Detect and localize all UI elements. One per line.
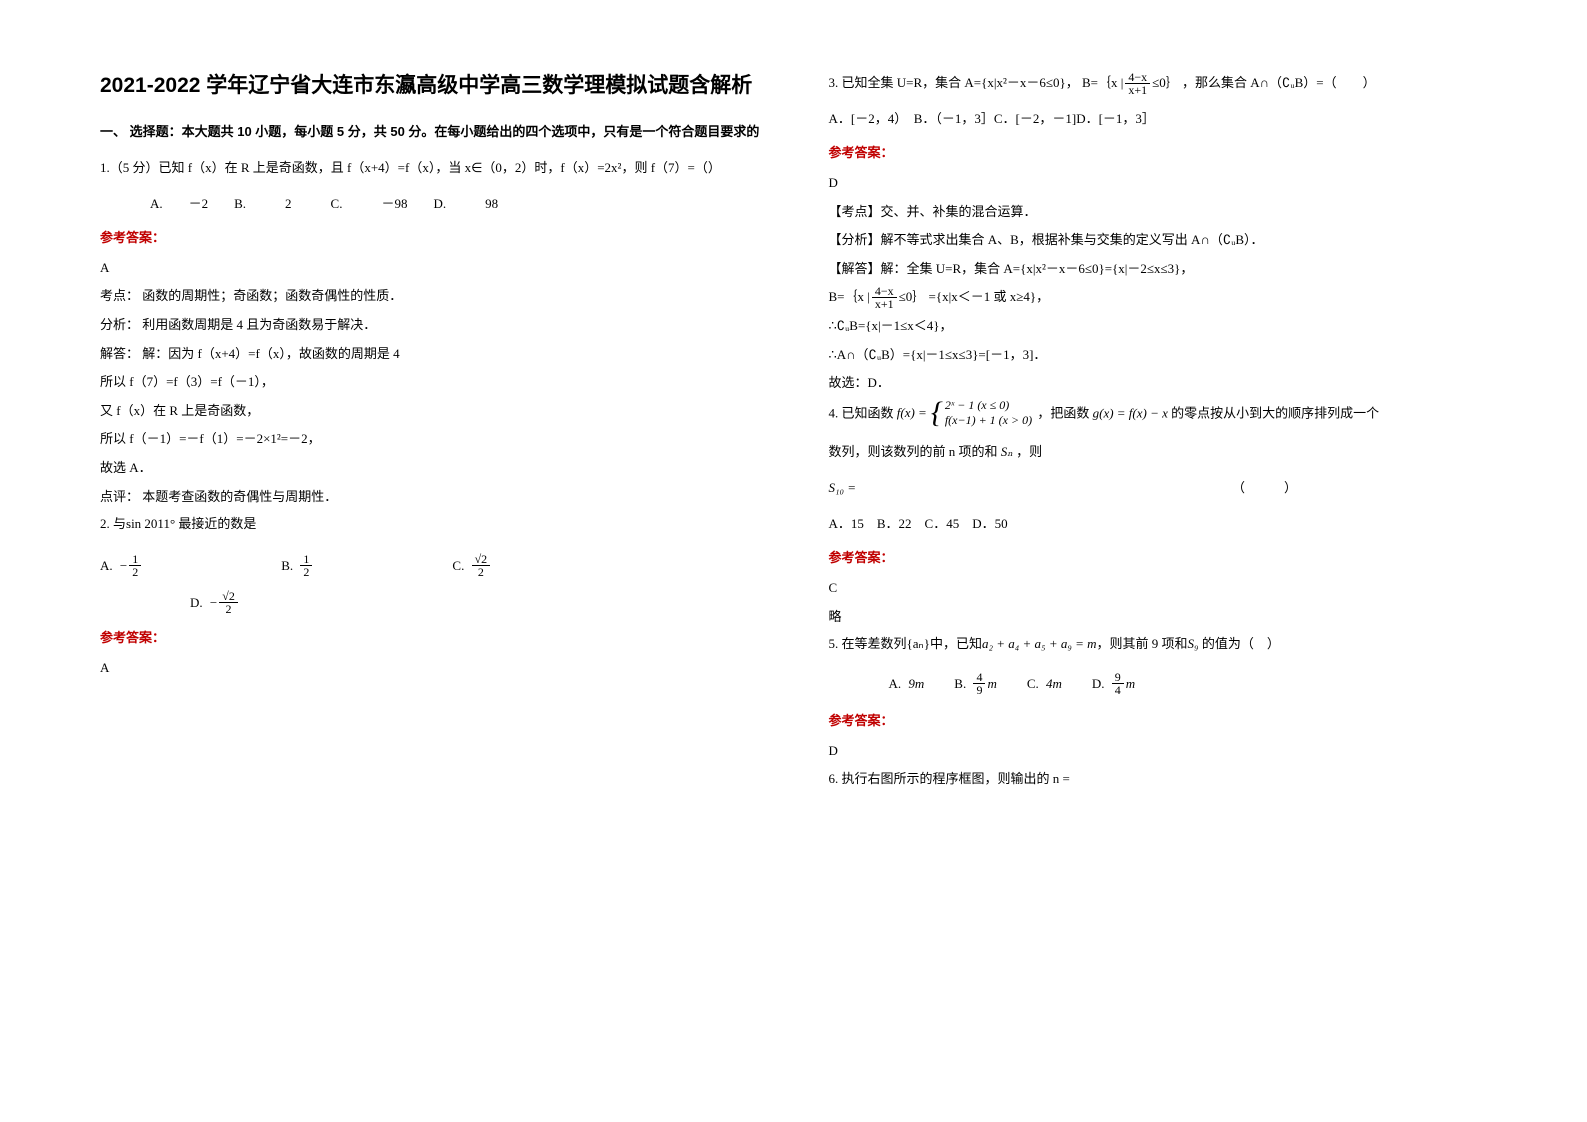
q5-opt-d: D. 94m: [1092, 671, 1135, 696]
q4-line2-a: 数列，则该数列的前 n 项的和: [829, 444, 998, 459]
q5-an: {aₙ}: [907, 636, 930, 651]
q2-options-row2: D. − √22: [100, 590, 769, 615]
q4-s10: S₁₀ =: [829, 475, 857, 501]
q2-d-frac: √22: [219, 590, 238, 615]
q5-s9: S₉: [1188, 636, 1199, 651]
q5-ans-label: 参考答案：: [829, 710, 1498, 729]
q1-ans: A: [100, 254, 769, 283]
q4-stem: 4. 已知函数 f(x) = { 2ˣ − 1 (x ≤ 0) f(x−1) +…: [829, 398, 1498, 429]
q5-opt-b: B. 49m: [954, 671, 997, 696]
q4-stem-b: ，把函数: [1037, 405, 1089, 420]
q5-opt-a: A. 9m: [889, 676, 925, 692]
q2-d-neg: −: [210, 595, 217, 611]
q3-sol-choose: 故选：D．: [829, 369, 1498, 398]
q3-ans-label: 参考答案：: [829, 142, 1498, 161]
q2-a-neg: −: [120, 558, 127, 574]
q2-opt-d: D. − √22: [190, 590, 238, 615]
q1-options: A. －2 B. 2 C. －98 D. 98: [100, 191, 769, 217]
q5-stem-b: 中，已知: [930, 636, 982, 651]
q5-stem: 5. 在等差数列{aₙ}中，已知a₂ + a₄ + a₅ + a₉ = m，则其…: [829, 631, 1498, 657]
q3-stem-b: ，那么集合 A∩（∁ᵤB）=（ ）: [1182, 75, 1376, 90]
q4-ans-label: 参考答案：: [829, 547, 1498, 566]
q2-c-frac: √22: [472, 553, 491, 578]
q5-stem-a: 5. 在等差数列: [829, 636, 907, 651]
q1-sol-2: 解答： 解：因为 f（x+4）=f（x），故函数的周期是 4: [100, 340, 769, 369]
q5-ans: D: [829, 737, 1498, 766]
q3-sol-inter: ∴A∩（∁ᵤB）={x|－1≤x≤3}=[－1，3]．: [829, 341, 1498, 370]
q1-sol-4: 又 f（x）在 R 上是奇函数，: [100, 397, 769, 426]
q2-stem: 2. 与sin 2011° 最接近的数是: [100, 511, 769, 537]
q4-case1: 2ˣ − 1 (x ≤ 0): [945, 398, 1032, 414]
q2-b-label: B.: [281, 558, 293, 574]
q3-B-pre: B=｛x |: [1082, 70, 1123, 96]
q5-options: A. 9m B. 49m C. 4m D. 94m: [829, 671, 1498, 696]
q2-stem-prefix: 2. 与: [100, 516, 126, 531]
q3-lineB-post: ≤0｝: [899, 283, 926, 312]
q2-ans-label: 参考答案：: [100, 627, 769, 646]
doc-title: 2021-2022 学年辽宁省大连市东瀛高级中学高三数学理模拟试题含解析: [100, 70, 769, 102]
q2-a-label: A.: [100, 558, 113, 574]
q2-options-row1: A. − 12 B. 12 C. √22: [100, 553, 769, 578]
q3-sol-2: 【解答】解：全集 U=R，集合 A={x|x²－x－6≤0}={x|－2≤x≤3…: [829, 255, 1498, 284]
q1-sol-3: 所以 f（7）=f（3）=f（－1），: [100, 368, 769, 397]
q5-sum: a₂ + a₄ + a₅ + a₉ = m: [982, 636, 1097, 651]
q4-fx: f(x) = { 2ˣ − 1 (x ≤ 0) f(x−1) + 1 (x > …: [897, 398, 1034, 429]
q2-expr: sin 2011°: [126, 516, 175, 531]
q3-lineB-pre: B=｛x |: [829, 283, 870, 312]
q1-sol-5: 所以 f（－1）=－f（1）=－2×1²=－2，: [100, 425, 769, 454]
q5-stem-d: 的值为（ ）: [1199, 636, 1280, 651]
q3-sol-line-b: B=｛x | 4−xx+1 ≤0｝ ={x|x＜－1 或 x≥4}，: [829, 283, 1498, 312]
q2-b-frac: 12: [300, 553, 312, 578]
q4-options: A．15 B．22 C．45 D．50: [829, 511, 1498, 537]
q3-lineB-frac: 4−xx+1: [872, 285, 897, 310]
q3-sol-0: 【考点】交、并、补集的混合运算．: [829, 198, 1498, 227]
q3-stem-a: 3. 已知全集 U=R，集合 A={x|x²－x－6≤0}，: [829, 75, 1079, 90]
q5-stem-c: ，则其前 9 项和: [1097, 636, 1188, 651]
q3-ans: D: [829, 169, 1498, 198]
q1-solution: 考点： 函数的周期性；奇函数；函数奇偶性的性质． 分析： 利用函数周期是 4 且…: [100, 282, 769, 511]
q4-ans: C: [829, 574, 1498, 603]
q4-gx: g(x) = f(x) − x: [1093, 405, 1168, 420]
q5-opt-c: C. 4m: [1027, 676, 1062, 692]
q1-ans-label: 参考答案：: [100, 227, 769, 246]
q3-sol-1: 【分析】解不等式求出集合 A、B，根据补集与交集的定义写出 A∩（∁ᵤB）．: [829, 226, 1498, 255]
q2-opt-c: C. √22: [452, 553, 490, 578]
q4-piecewise: { 2ˣ − 1 (x ≤ 0) f(x−1) + 1 (x > 0): [931, 398, 1032, 429]
page: 2021-2022 学年辽宁省大连市东瀛高级中学高三数学理模拟试题含解析 一、 …: [0, 0, 1587, 842]
q4-paren: （ ）: [1232, 475, 1297, 501]
q4-line2-b: ，则: [1016, 444, 1042, 459]
q1-sol-0: 考点： 函数的周期性；奇函数；函数奇偶性的性质．: [100, 282, 769, 311]
brace-icon: {: [931, 398, 943, 429]
q2-ans: A: [100, 654, 769, 683]
q3-B-frac: 4−xx+1: [1125, 71, 1150, 96]
q3-lineB-tail: ={x|x＜－1 或 x≥4}，: [929, 289, 1050, 304]
q4-line2: 数列，则该数列的前 n 项的和 Sₙ ，则: [829, 439, 1498, 465]
q4-stem-c: 的零点按从小到大的顺序排列成一个: [1171, 405, 1379, 420]
q3-options: A．[－2，4） B．（－1，3］C．[－2，－1]D．[－1，3］: [829, 106, 1498, 132]
q4-sn: Sₙ: [1001, 444, 1013, 459]
q3-sol-cu: ∴∁ᵤB={x|－1≤x＜4}，: [829, 312, 1498, 341]
q4-stem-a: 4. 已知函数: [829, 405, 894, 420]
q3-B-set: B=｛x | 4−xx+1 ≤0｝: [1082, 70, 1179, 96]
q3-solution: 【考点】交、并、补集的混合运算． 【分析】解不等式求出集合 A、B，根据补集与交…: [829, 198, 1498, 398]
right-column: 3. 已知全集 U=R，集合 A={x|x²－x－6≤0}， B=｛x | 4−…: [829, 70, 1498, 802]
q1-sol-7: 点评： 本题考查函数的奇偶性与周期性．: [100, 483, 769, 512]
q1-sol-6: 故选 A．: [100, 454, 769, 483]
q1-sol-1: 分析： 利用函数周期是 4 且为奇函数易于解决．: [100, 311, 769, 340]
left-column: 2021-2022 学年辽宁省大连市东瀛高级中学高三数学理模拟试题含解析 一、 …: [100, 70, 769, 802]
q3-B-post: ≤0｝: [1152, 70, 1179, 96]
q4-case2: f(x−1) + 1 (x > 0): [945, 413, 1032, 429]
q2-opt-a: A. − 12: [100, 553, 141, 578]
q4-note: 略: [829, 603, 1498, 632]
q1-stem: 1.（5 分）已知 f（x）在 R 上是奇函数，且 f（x+4）=f（x），当 …: [100, 155, 769, 181]
q2-d-label: D.: [190, 595, 203, 611]
q2-stem-suffix: 最接近的数是: [175, 516, 256, 531]
section-1-header: 一、 选择题：本大题共 10 小题，每小题 5 分，共 50 分。在每小题给出的…: [100, 120, 769, 143]
q2-opt-b: B. 12: [281, 553, 312, 578]
q3-stem: 3. 已知全集 U=R，集合 A={x|x²－x－6≤0}， B=｛x | 4−…: [829, 70, 1498, 96]
q2-a-frac: 12: [129, 553, 141, 578]
q4-s10-line: S₁₀ = （ ）: [829, 475, 1498, 501]
q6-stem: 6. 执行右图所示的程序框图，则输出的 n =: [829, 766, 1498, 792]
q2-c-label: C.: [452, 558, 464, 574]
